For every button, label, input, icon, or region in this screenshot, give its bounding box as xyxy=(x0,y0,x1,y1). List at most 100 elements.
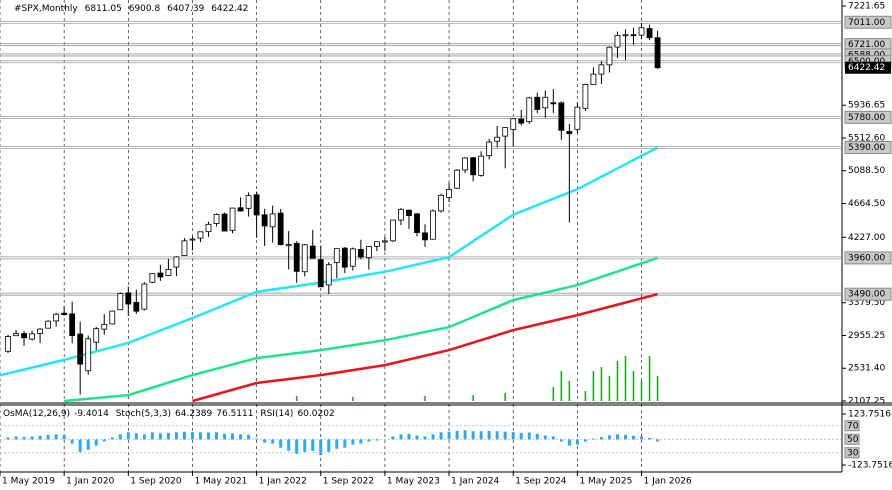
y-tick-label: 123.7516 xyxy=(848,410,891,420)
y-tick-label: 3379.50 xyxy=(848,298,885,308)
candle-body xyxy=(325,264,332,286)
candle-body xyxy=(454,169,460,189)
candle-body xyxy=(341,247,348,268)
close-value: 6422.42 xyxy=(211,4,249,14)
candle-body xyxy=(285,244,292,247)
candle-body xyxy=(534,96,541,110)
candle-body xyxy=(638,27,645,36)
candle-body xyxy=(93,328,100,343)
level-label-box xyxy=(844,140,892,154)
candle-body xyxy=(365,245,372,259)
candle-body xyxy=(29,333,35,340)
candle-body xyxy=(470,157,477,176)
x-tick-label: 1 Jan 2020 xyxy=(66,477,114,487)
candle-body xyxy=(422,232,428,241)
candle-body xyxy=(13,333,19,337)
candle-body xyxy=(229,207,236,231)
candle-body xyxy=(430,210,436,240)
candle-body xyxy=(494,136,501,142)
stoch-main: 64.2389 xyxy=(175,409,213,419)
candle-body xyxy=(157,272,164,278)
candle-body xyxy=(317,259,324,288)
candle-body xyxy=(518,118,525,124)
candle-body xyxy=(333,248,340,263)
high-value: 6900.8 xyxy=(128,4,161,14)
candle-body xyxy=(542,96,549,109)
candle-body xyxy=(213,214,220,224)
level-label: 6721.00 xyxy=(848,40,885,50)
level-label-box xyxy=(844,420,860,432)
candle-body xyxy=(406,209,412,216)
price-label: 6422.42 xyxy=(848,63,885,73)
x-tick-label: 1 May 2021 xyxy=(194,477,247,487)
y-tick-label: 5512.60 xyxy=(848,133,885,143)
candle-body xyxy=(349,248,356,267)
x-tick-label: 1 Sep 2022 xyxy=(323,477,374,487)
candle-body xyxy=(37,328,43,334)
chart-header: #SPX,Monthly 6811.05 6900.8 6407.39 6422… xyxy=(14,4,252,15)
level-label: 30 xyxy=(847,448,859,458)
candle-body xyxy=(245,195,252,209)
x-tick-label: 1 Jan 2024 xyxy=(451,477,499,487)
candle-body xyxy=(69,313,76,337)
candle-body xyxy=(269,213,276,228)
candle-body xyxy=(173,256,180,268)
candle-body xyxy=(478,155,485,176)
candle-body xyxy=(109,310,116,325)
candle-body xyxy=(197,231,204,239)
candle-body xyxy=(61,312,68,315)
x-tick-label: 1 May 2019 xyxy=(2,477,55,487)
candle-body xyxy=(261,214,268,227)
y-tick-label: 2531.40 xyxy=(848,364,885,374)
y-tick-label: 5088.50 xyxy=(848,166,885,176)
candle-body xyxy=(502,127,509,137)
candle-body xyxy=(101,323,108,330)
y-tick-label: 7221.65 xyxy=(848,2,885,12)
osma-name: OsMA(12,26,9) xyxy=(3,409,71,419)
stoch-signal: 76.5111 xyxy=(216,409,254,419)
candle-body xyxy=(382,240,388,243)
x-tick-label: 1 May 2025 xyxy=(579,477,632,487)
rsi-name: RSI(14) xyxy=(260,409,294,419)
x-tick-label: 1 Jan 2022 xyxy=(259,477,307,487)
candle-body xyxy=(614,35,621,48)
candle-body xyxy=(133,301,140,312)
oscillator-header: OsMA(12,26,9) -9.4014 Stoch(5,3,3) 64.2389… xyxy=(3,409,339,420)
candle-body xyxy=(646,28,653,39)
candle-body xyxy=(221,213,228,232)
candle-body xyxy=(237,207,244,212)
candle-body xyxy=(446,189,452,198)
y-tick-label: 4664.50 xyxy=(848,199,885,209)
candle-body xyxy=(293,242,300,272)
level-label-box xyxy=(844,287,892,301)
candle-body xyxy=(189,238,196,241)
candle-body xyxy=(21,333,27,339)
candle-body xyxy=(598,64,605,75)
candle-body xyxy=(574,106,581,130)
y-tick-label: 2955.25 xyxy=(848,331,885,341)
candle-body xyxy=(77,333,84,365)
candle-body xyxy=(390,219,396,242)
candle-body xyxy=(558,102,565,131)
x-tick-label: 1 Jan 2026 xyxy=(644,477,692,487)
candle-body xyxy=(373,241,380,247)
candle-body xyxy=(253,194,260,216)
candle-body xyxy=(85,338,92,372)
candle-body xyxy=(582,84,589,109)
y-tick-label: 5936.65 xyxy=(848,101,885,111)
candle-body xyxy=(125,292,132,305)
candle-body xyxy=(622,34,629,37)
open-value: 6811.05 xyxy=(84,4,122,14)
candle-body xyxy=(654,37,661,69)
candle-body xyxy=(205,223,212,233)
candle-body xyxy=(277,212,284,246)
candle-body xyxy=(486,141,493,157)
candle-body xyxy=(630,34,637,37)
candle-body xyxy=(165,269,172,276)
rsi-value: 60.0202 xyxy=(297,409,335,419)
candle-body xyxy=(149,273,156,283)
y-tick-label: 4227.00 xyxy=(848,233,885,243)
level-label: 7011.00 xyxy=(848,18,885,28)
